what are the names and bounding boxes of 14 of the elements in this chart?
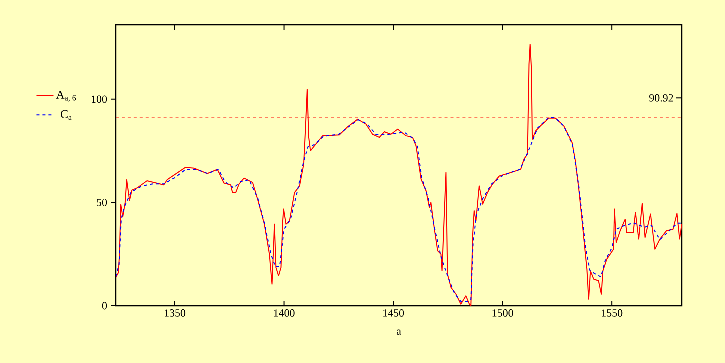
line-series	[116, 117, 682, 302]
x-tick-label: 1550	[602, 310, 623, 317]
y-tick-label: 0	[102, 302, 108, 310]
x-axis-title: a	[396, 330, 402, 336]
x-tick-label: 1500	[492, 310, 514, 317]
y-tick-label: 50	[97, 199, 108, 206]
legend-label: A$_{a, 6}$	[56, 91, 76, 102]
x-tick-label: 1400	[274, 310, 295, 317]
y-tick-label: 100	[92, 96, 108, 104]
line-series	[116, 44, 682, 306]
ref-line-label: 90.92	[650, 94, 674, 102]
x-tick-label: 1450	[384, 310, 404, 317]
legend-label: C$_{a}$	[61, 110, 72, 120]
x-tick-label: 1350	[165, 310, 186, 317]
